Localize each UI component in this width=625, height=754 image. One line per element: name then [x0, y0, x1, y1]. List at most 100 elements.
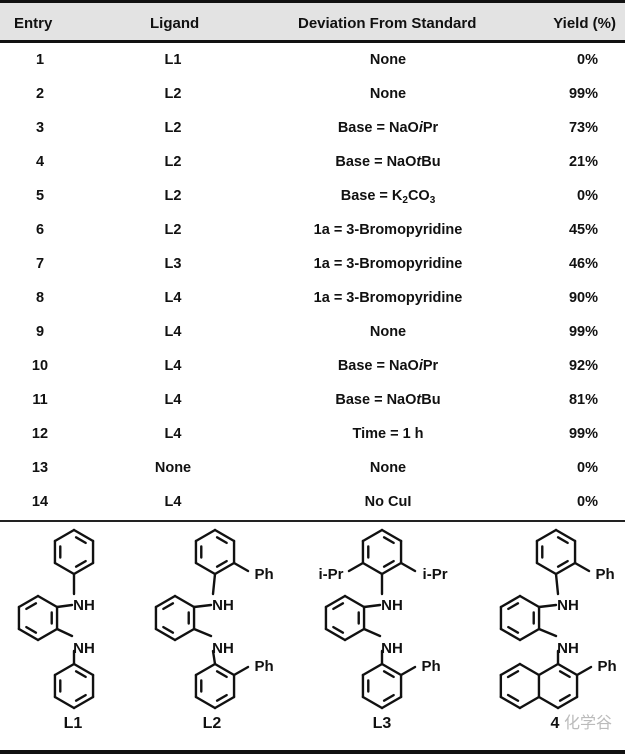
bond	[556, 662, 579, 677]
phenyl-label: Ph	[254, 566, 273, 583]
ligand-cell: L2	[164, 222, 182, 238]
yield-cell: 73%	[568, 120, 598, 136]
deviation-cell: None	[268, 51, 508, 69]
bond	[347, 561, 365, 573]
bond	[380, 561, 403, 576]
ligand-cell: L4	[164, 290, 182, 306]
bond	[154, 594, 177, 609]
bond	[518, 594, 541, 609]
yield-cell: 92%	[568, 358, 598, 374]
deviation-text: Base = NaO	[337, 120, 419, 136]
ligand-structures: NH NH L1 NH NH Ph Ph L2 NH NH Ph i-Pr i-Pr L3 NH NH Ph Ph…	[17, 528, 617, 732]
bond	[74, 693, 87, 702]
bond	[232, 561, 250, 573]
yield-cell: 99%	[568, 86, 598, 102]
bond	[361, 561, 384, 576]
nh-label: NH	[557, 597, 579, 614]
yield-cell: 90%	[568, 290, 598, 306]
bond	[573, 561, 591, 573]
deviation-text: 1a = 3-Bromopyridine	[313, 256, 463, 272]
entry-cell: 4	[35, 154, 45, 170]
deviation-text: None	[369, 460, 407, 476]
table-row: 5 L2 Base = K2CO3 0%	[0, 187, 625, 207]
bond	[211, 572, 217, 596]
table-row: 6 L2 1a = 3-Bromopyridine 45%	[0, 221, 625, 241]
ligand-cell: L2	[164, 188, 182, 204]
bond	[324, 594, 347, 609]
yield-cell: 99%	[568, 324, 598, 340]
bond	[362, 627, 382, 638]
bond	[343, 594, 366, 609]
isopropyl-label: i-Pr	[318, 566, 343, 583]
bond	[362, 603, 382, 609]
bond	[535, 528, 558, 543]
nh-label: NH	[381, 640, 403, 657]
bond	[361, 695, 384, 710]
bond	[173, 594, 196, 609]
deviation-cell: No CuI	[268, 493, 508, 511]
bond	[53, 695, 76, 710]
bond	[332, 625, 345, 634]
phenyl-label: Ph	[595, 566, 614, 583]
phenyl-label: Ph	[254, 658, 273, 675]
entry-cell: 9	[35, 324, 45, 340]
bond	[332, 602, 345, 611]
table-row: 2 L2 None 99%	[0, 85, 625, 105]
yield-cell: 21%	[568, 154, 598, 170]
ligand-cell: L4	[164, 324, 182, 340]
bond	[518, 662, 541, 677]
deviation-text: CO	[407, 188, 430, 204]
deviation-text: None	[369, 52, 407, 68]
bond	[518, 627, 541, 642]
structure-label: L3	[373, 715, 392, 732]
ligand-4: NH NH Ph Ph 4	[499, 528, 617, 732]
bond	[575, 665, 593, 677]
ligand-l3: NH NH Ph i-Pr i-Pr L3	[318, 528, 448, 732]
bond	[506, 670, 520, 679]
table-row: 10 L4 Base = NaOiPr 92%	[0, 357, 625, 377]
bond	[499, 662, 522, 677]
bond	[554, 572, 560, 596]
entry-cell: 8	[35, 290, 45, 306]
deviation-text: No CuI	[364, 494, 412, 510]
bond	[499, 594, 522, 609]
bond	[556, 695, 579, 710]
bond	[382, 670, 395, 679]
entry-cell: 13	[31, 460, 49, 476]
bond	[55, 627, 74, 638]
deviation-text: Bu	[421, 154, 441, 170]
bond	[537, 603, 558, 609]
ligand-cell: L2	[164, 86, 182, 102]
bond	[558, 693, 571, 702]
bond	[55, 603, 74, 609]
bond	[36, 594, 59, 609]
ligand-cell: L4	[164, 392, 182, 408]
bond	[556, 559, 569, 568]
header-yield: Yield (%)	[553, 15, 616, 32]
phenyl-label: Ph	[421, 658, 440, 675]
deviation-text: t	[416, 154, 422, 170]
deviation-text: t	[416, 392, 422, 408]
deviation-text: 1a = 3-Bromopyridine	[313, 290, 463, 306]
deviation-cell: Base = K2CO3	[268, 187, 508, 206]
nh-label: NH	[381, 597, 403, 614]
table-row: 13 None None 0%	[0, 459, 625, 479]
header-rule	[0, 40, 625, 43]
nh-label: NH	[557, 640, 579, 657]
bond	[324, 627, 347, 642]
ligand-l2: NH NH Ph Ph L2	[154, 528, 274, 732]
yield-cell: 0%	[577, 460, 598, 476]
bond	[556, 536, 569, 545]
deviation-cell: Base = NaOiPr	[268, 119, 508, 137]
bond	[213, 528, 236, 543]
entry-cell: 7	[35, 256, 45, 272]
bond	[162, 625, 175, 634]
isopropyl-label: i-Pr	[423, 566, 448, 583]
bond	[194, 695, 217, 710]
deviation-cell: Base = NaOiPr	[268, 357, 508, 375]
bond	[213, 561, 236, 576]
header-entry: Entry	[14, 15, 53, 32]
bond	[380, 528, 403, 543]
ligand-cell: None	[154, 460, 192, 476]
ligand-cell: L4	[164, 426, 182, 442]
